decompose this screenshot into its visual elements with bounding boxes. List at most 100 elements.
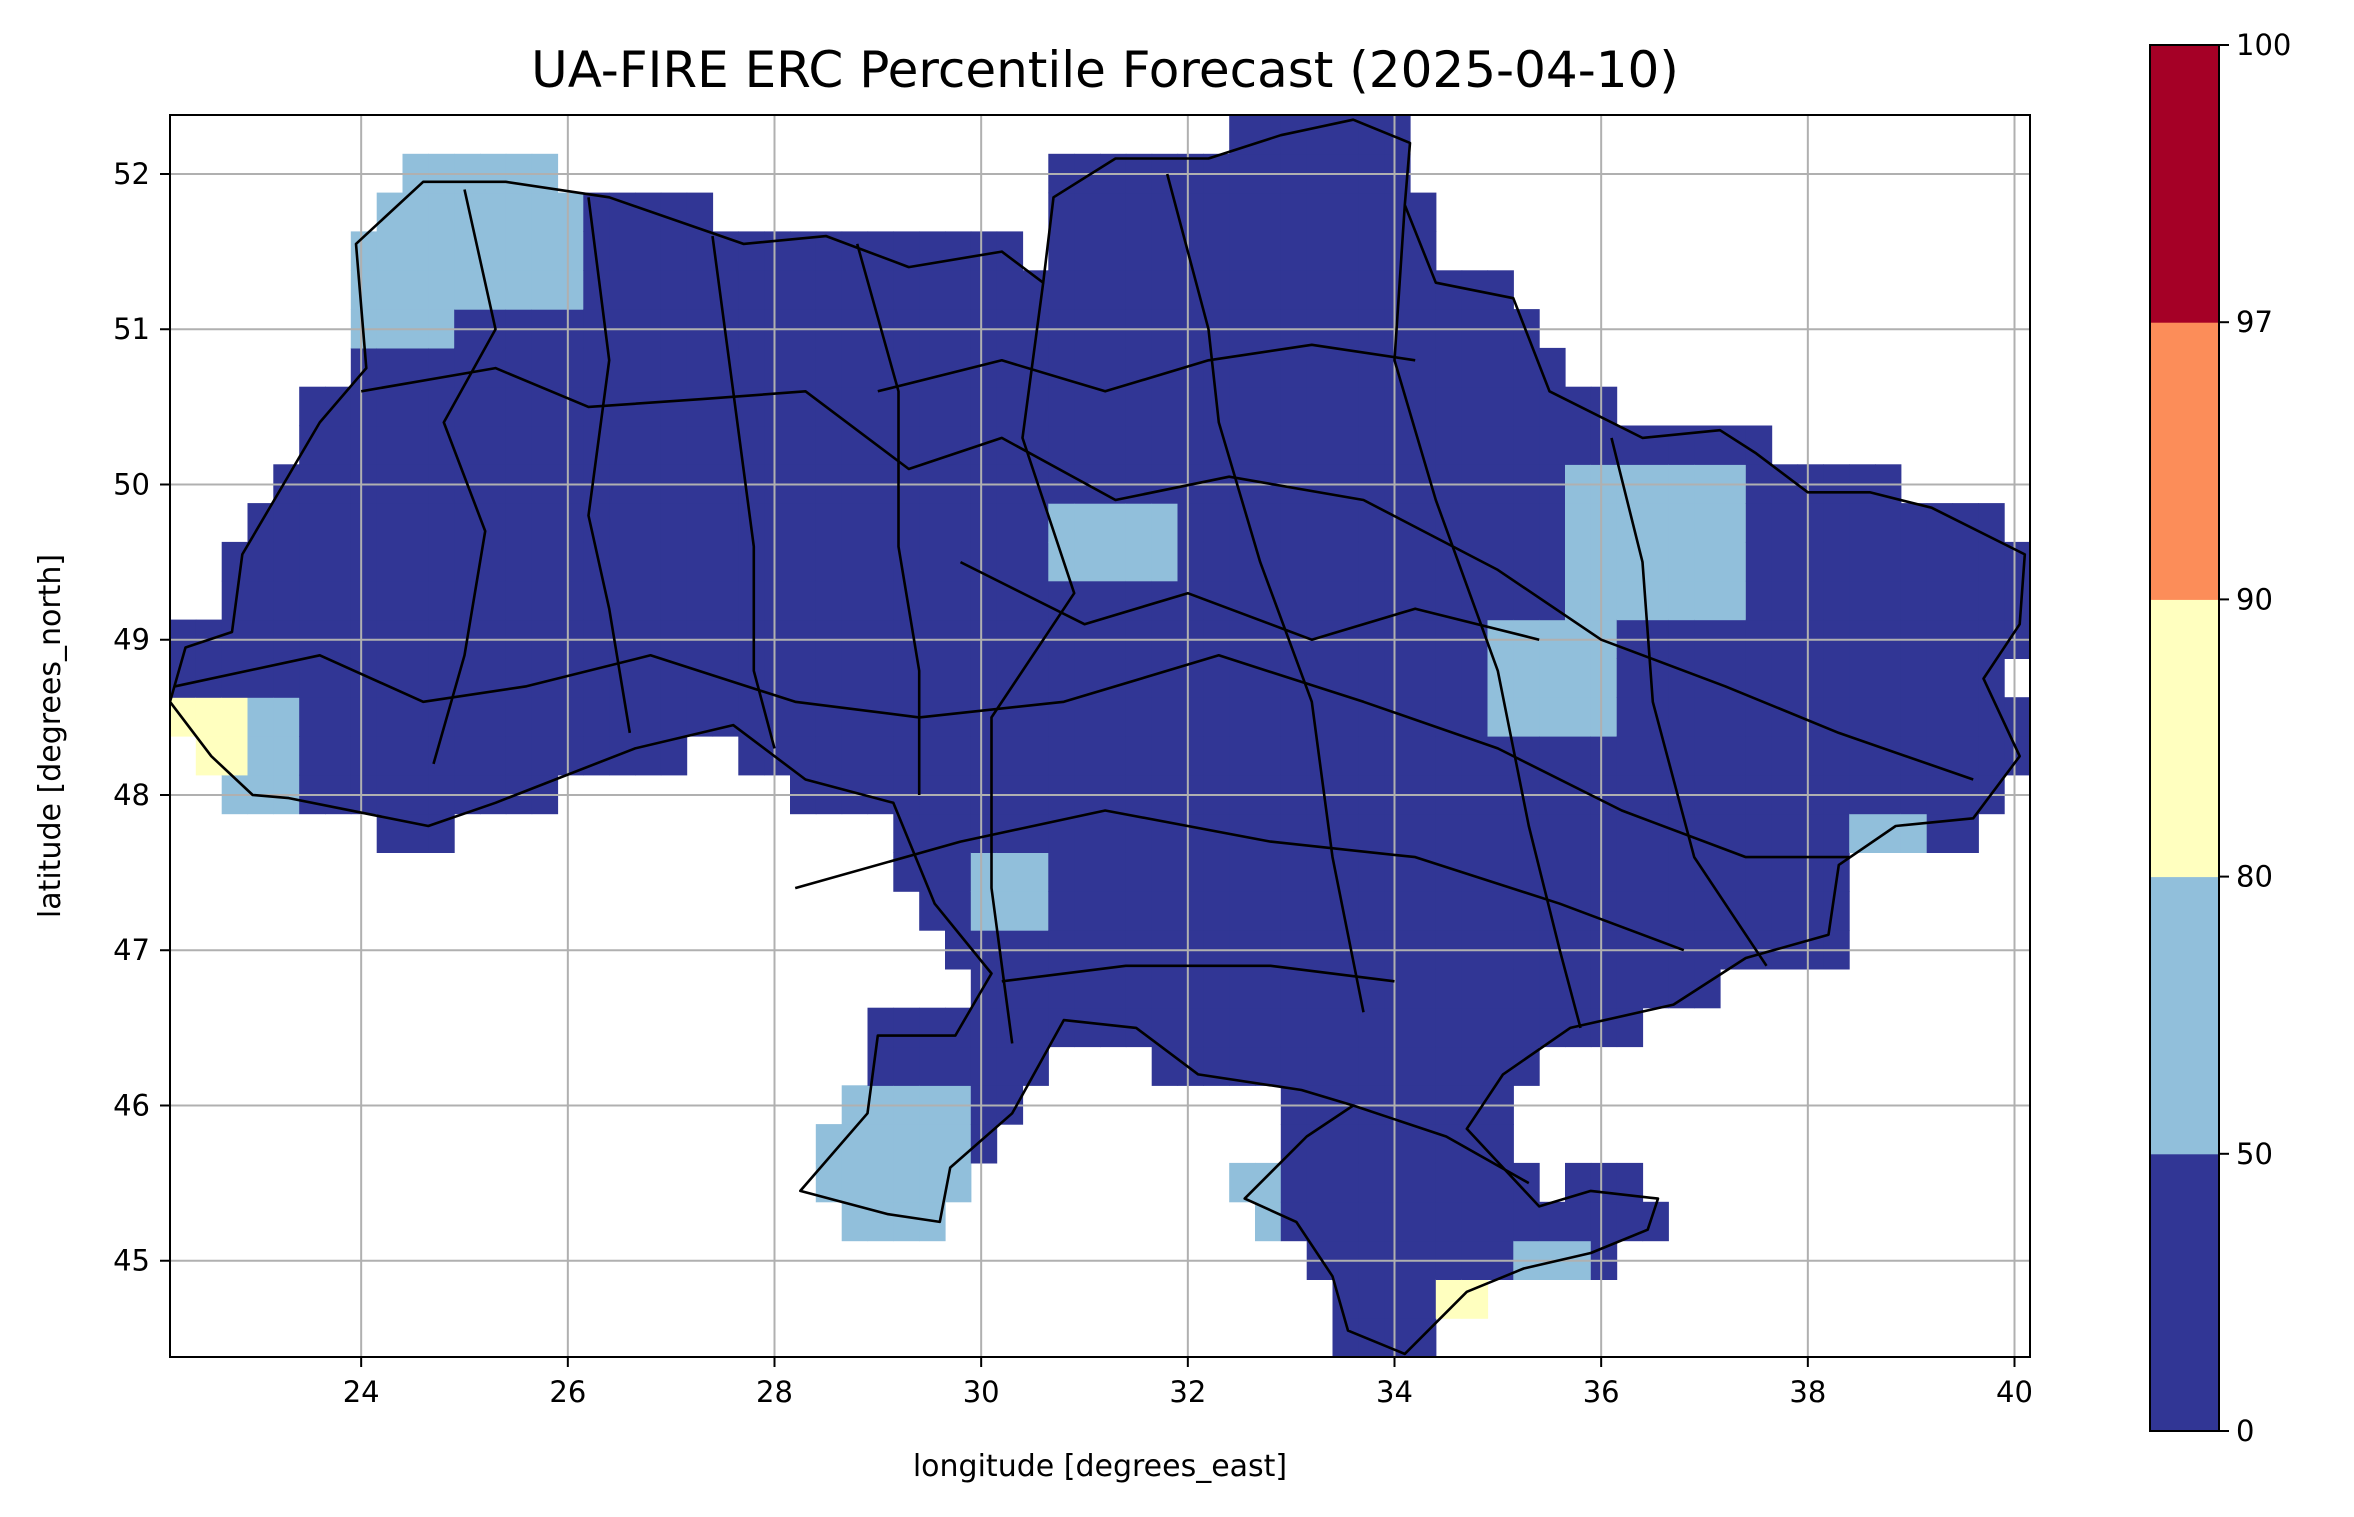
- grid-cell: [1745, 736, 1773, 776]
- grid-cell: [867, 347, 894, 388]
- grid-cell: [1668, 580, 1695, 621]
- grid-cell: [1745, 425, 1773, 465]
- grid-cell: [996, 891, 1024, 931]
- grid-cell: [1022, 541, 1049, 582]
- grid-cell: [790, 541, 817, 582]
- grid-cell: [1255, 1046, 1282, 1086]
- grid-cell: [686, 231, 714, 271]
- oblast-border: [174, 654, 1850, 859]
- grid-cell: [1616, 658, 1644, 698]
- oblast-border: [1610, 437, 1768, 967]
- grid-cell: [919, 503, 946, 543]
- grid-cell: [402, 503, 429, 543]
- grid-cell: [350, 425, 378, 465]
- grid-cell: [1694, 503, 1721, 543]
- grid-cell: [1487, 347, 1514, 388]
- grid-cell: [815, 697, 843, 737]
- grid-cell: [945, 541, 972, 582]
- grid-cell: [1461, 503, 1489, 543]
- grid-cell: [790, 580, 817, 621]
- grid-cell: [1332, 386, 1359, 427]
- grid-cell: [1590, 968, 1618, 1009]
- grid-cell: [1332, 270, 1359, 310]
- grid-cell: [996, 503, 1024, 543]
- grid-cell: [1513, 697, 1540, 737]
- grid-cell: [480, 386, 507, 427]
- grid-cell: [428, 503, 455, 543]
- grid-cell: [1384, 386, 1411, 427]
- grid-cell: [1358, 425, 1385, 465]
- grid-cell: [1177, 891, 1204, 931]
- grid-cell: [1565, 1201, 1592, 1242]
- grid-cell: [1797, 891, 1824, 931]
- grid-cell: [505, 192, 533, 232]
- grid-cell: [1410, 1279, 1437, 1319]
- grid-cell: [893, 1124, 920, 1164]
- grid-cell: [1513, 580, 1540, 621]
- grid-cell: [1487, 1007, 1514, 1048]
- grid-cell: [996, 852, 1024, 892]
- grid-cell: [1358, 1046, 1385, 1086]
- graticule-grid: [170, 115, 2030, 1357]
- oblast-border: [432, 189, 497, 765]
- grid-cell: [660, 270, 688, 310]
- grid-cell: [764, 231, 791, 271]
- grid-cell: [815, 736, 843, 776]
- grid-cell: [1461, 1201, 1489, 1242]
- grid-cell: [531, 503, 559, 543]
- grid-cell: [1487, 968, 1514, 1009]
- grid-cell: [531, 192, 559, 232]
- grid-cell: [970, 1046, 998, 1086]
- grid-cell: [1022, 503, 1049, 543]
- grid-cell: [1280, 580, 1308, 621]
- grid-cell: [945, 697, 972, 737]
- grid-cell: [1565, 503, 1592, 543]
- grid-cell: [1358, 1124, 1385, 1164]
- grid-cell: [1410, 697, 1437, 737]
- grid-cell: [531, 541, 559, 582]
- grid-cell: [325, 580, 352, 621]
- y-axis-ticks: 45 46 47 48 49 50 51 52: [113, 157, 170, 1278]
- grid-cell: [609, 580, 636, 621]
- grid-cell: [712, 697, 739, 737]
- grid-cell: [1255, 425, 1282, 465]
- grid-cell: [1565, 736, 1592, 776]
- grid-cell: [1229, 231, 1256, 271]
- grid-cell: [1306, 541, 1334, 582]
- grid-cell: [945, 503, 972, 543]
- grid-cell: [1151, 891, 1179, 931]
- y-tick-label: 51: [113, 312, 150, 346]
- grid-cell: [1410, 813, 1437, 853]
- grid-cell: [428, 231, 455, 271]
- grid-cell: [1358, 697, 1385, 737]
- grid-cell: [1461, 347, 1489, 388]
- grid-cell: [1642, 852, 1669, 892]
- grid-cell: [1229, 425, 1256, 465]
- grid-cell: [686, 658, 714, 698]
- grid-cell: [1487, 1124, 1514, 1164]
- grid-cell: [1513, 1007, 1540, 1048]
- grid-cell: [350, 386, 378, 427]
- grid-cell: [1255, 1201, 1282, 1242]
- grid-cell: [505, 736, 533, 776]
- colorbar-segment: [2150, 599, 2219, 878]
- grid-cell: [945, 658, 972, 698]
- x-tick-label: 34: [1376, 1375, 1413, 1409]
- grid-cell: [1590, 1201, 1618, 1242]
- grid-cell: [505, 503, 533, 543]
- grid-cell: [531, 425, 559, 465]
- grid-cell: [609, 697, 636, 737]
- grid-cell: [1074, 697, 1101, 737]
- grid-cell: [402, 192, 429, 232]
- grid-cell: [1668, 891, 1695, 931]
- grid-cell: [1074, 386, 1101, 427]
- grid-cell: [428, 425, 455, 465]
- grid-cell: [945, 270, 972, 310]
- colorbar-segment: [2150, 322, 2219, 600]
- grid-cell: [1771, 736, 1799, 776]
- grid-cell: [402, 736, 429, 776]
- grid-cell: [402, 541, 429, 582]
- grid-cell: [247, 580, 274, 621]
- grid-cell: [1823, 697, 1850, 737]
